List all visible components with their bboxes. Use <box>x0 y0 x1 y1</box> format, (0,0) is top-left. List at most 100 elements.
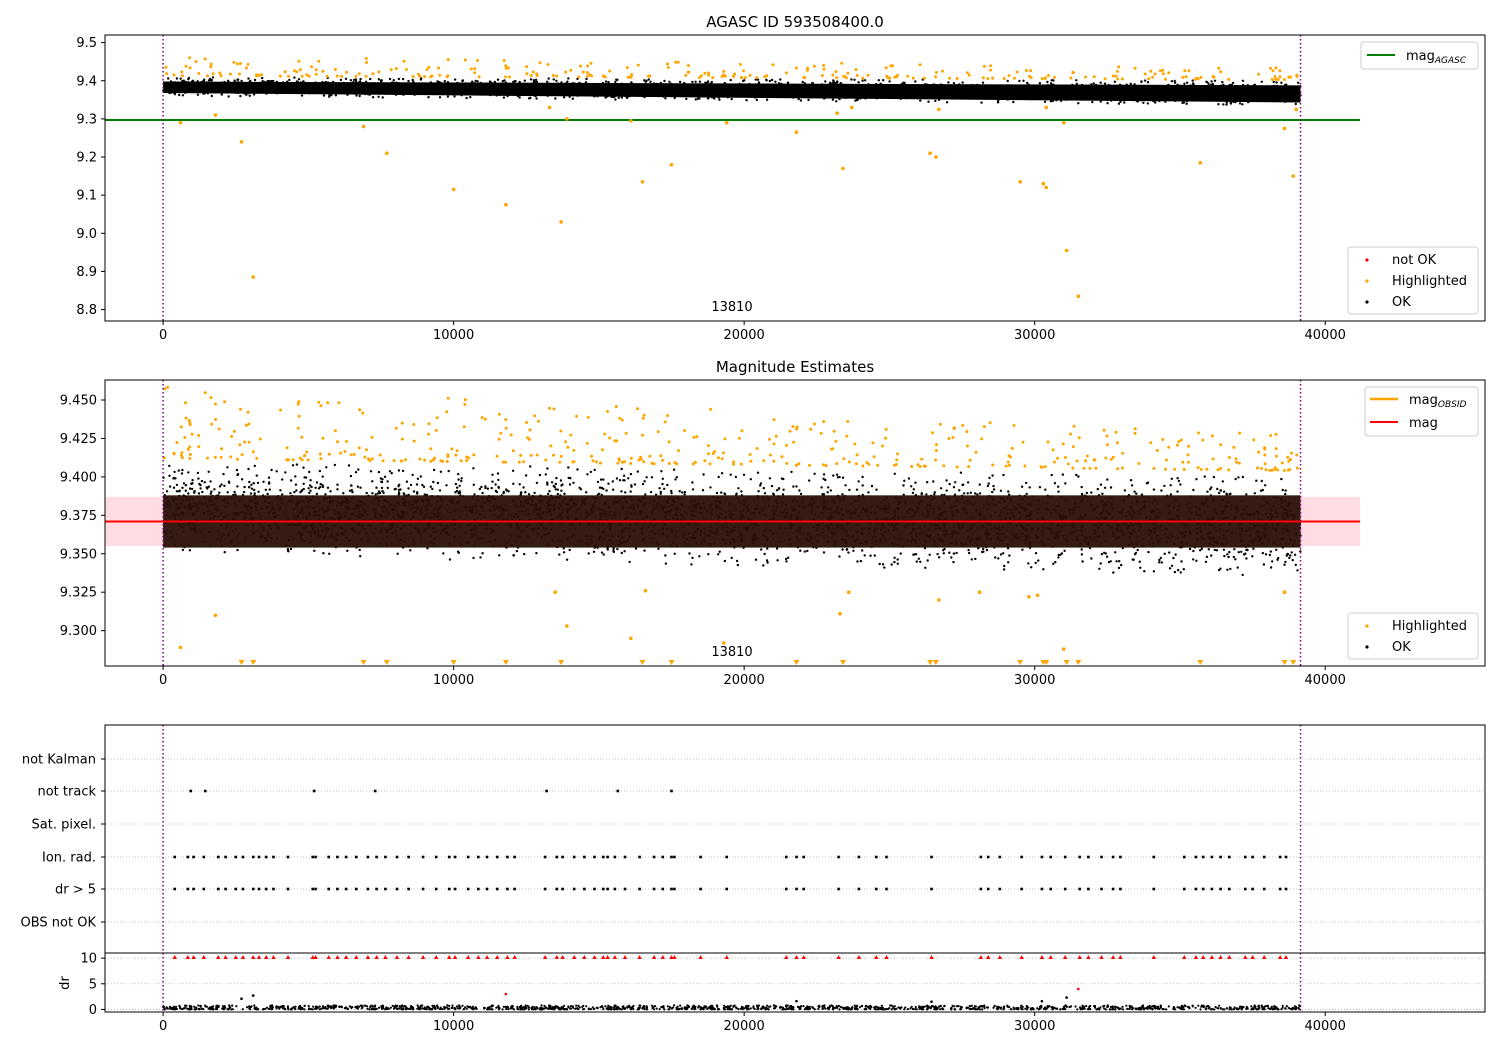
ok-point <box>560 82 563 85</box>
highlighted-point <box>1287 75 1291 79</box>
ok-point <box>313 549 316 552</box>
ok-point <box>1012 100 1015 104</box>
ok-point <box>505 92 508 95</box>
ok-point <box>269 90 273 93</box>
ok-point <box>529 86 532 90</box>
ok-point <box>903 94 907 98</box>
ok-point <box>748 86 751 89</box>
ok-point <box>1099 81 1102 84</box>
ok-point <box>416 82 419 85</box>
ok-point <box>395 89 399 92</box>
ok-point <box>265 84 269 87</box>
ok-point <box>293 76 296 79</box>
ok-point <box>535 80 539 84</box>
ok-point <box>877 79 880 82</box>
ok-point <box>722 92 726 96</box>
ok-point <box>374 493 377 496</box>
ok-point <box>1284 100 1287 104</box>
highlighted-point <box>219 74 223 78</box>
highlighted-point <box>806 66 809 70</box>
ok-point <box>1075 89 1078 93</box>
ok-point <box>175 490 179 493</box>
ok-point <box>473 81 476 85</box>
ok-point <box>180 472 184 475</box>
ok-point <box>1072 85 1076 88</box>
ok-point <box>401 83 404 86</box>
ok-point <box>1080 485 1083 489</box>
ok-point <box>808 93 811 97</box>
ok-point <box>926 481 929 484</box>
ok-point <box>347 464 351 467</box>
ok-point <box>1262 88 1266 91</box>
ok-point <box>166 84 169 88</box>
ok-point <box>920 492 923 495</box>
ok-point <box>933 491 936 494</box>
ok-point <box>1262 563 1266 566</box>
ok-point <box>346 549 349 552</box>
ok-point <box>288 78 291 82</box>
ok-point <box>717 96 720 99</box>
ok-point <box>1073 92 1076 96</box>
ok-point <box>1055 86 1058 90</box>
ok-point <box>707 97 710 100</box>
highlighted-outlier <box>724 120 729 125</box>
ok-point <box>766 561 769 564</box>
ok-point <box>550 89 554 92</box>
ok-point <box>284 86 287 89</box>
ok-point <box>812 85 815 89</box>
ok-point <box>1001 94 1004 98</box>
ok-point <box>550 481 554 484</box>
ok-point <box>1275 548 1278 551</box>
ok-point <box>1113 90 1116 93</box>
ok-point <box>1280 477 1283 481</box>
ok-point <box>594 93 597 96</box>
highlighted-point <box>525 72 529 76</box>
ok-point <box>1132 93 1136 96</box>
ok-point <box>819 91 823 94</box>
ok-point <box>1093 87 1097 90</box>
ok-point <box>171 89 174 92</box>
highlighted-point <box>831 73 835 77</box>
ok-point <box>1172 556 1175 560</box>
ok-point <box>1152 99 1155 103</box>
ok-point <box>924 94 927 97</box>
ok-point <box>982 91 986 94</box>
ok-point <box>348 91 351 94</box>
ok-point <box>939 91 942 94</box>
highlighted-point <box>1007 74 1011 78</box>
ok-point <box>999 489 1003 492</box>
highlighted-point <box>1047 74 1050 77</box>
highlighted-point <box>364 57 368 60</box>
highlighted-point <box>1187 69 1191 73</box>
ok-point <box>427 96 430 99</box>
highlighted-point <box>165 72 168 76</box>
ok-point <box>1044 488 1047 491</box>
ok-point <box>842 88 845 91</box>
ok-point <box>1011 91 1014 94</box>
ok-point <box>289 81 293 85</box>
ok-point <box>1011 93 1015 97</box>
ok-point <box>278 87 282 91</box>
ok-point <box>1222 103 1225 106</box>
ok-point <box>1216 86 1220 89</box>
ok-point <box>250 483 253 486</box>
ok-point <box>494 85 497 88</box>
ok-point <box>290 86 293 90</box>
y-tick-label: 9.5 <box>76 36 97 51</box>
ok-point <box>1192 86 1196 89</box>
ok-point <box>359 89 362 92</box>
ok-point <box>374 90 378 93</box>
ok-point <box>1071 92 1074 96</box>
ok-point <box>1042 89 1045 93</box>
ok-point <box>1081 560 1084 563</box>
ok-point <box>522 86 525 90</box>
ok-point <box>855 92 858 95</box>
ok-point <box>282 81 285 85</box>
ok-point <box>678 80 682 84</box>
ok-point <box>587 552 590 555</box>
highlighted-point <box>707 71 710 75</box>
ok-point <box>253 85 257 89</box>
ok-point <box>299 86 303 89</box>
ok-point <box>1297 89 1301 92</box>
ok-point <box>502 96 506 99</box>
